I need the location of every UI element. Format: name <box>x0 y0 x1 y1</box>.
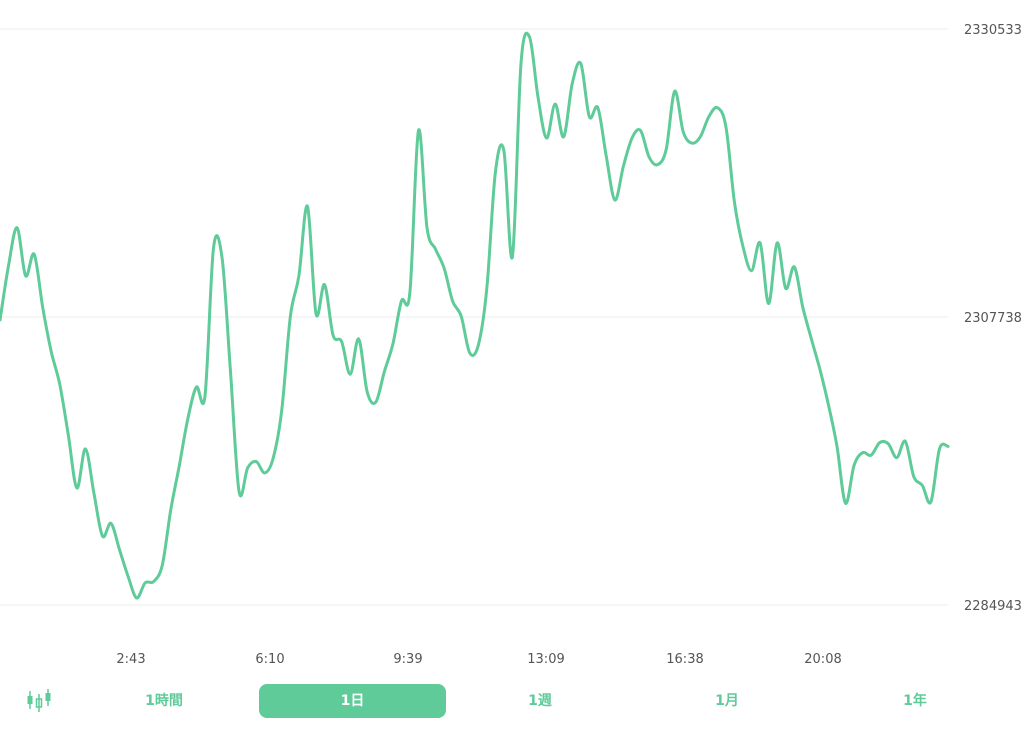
range-button-1-month[interactable]: 1月 <box>715 693 739 709</box>
candlestick-icon <box>27 689 51 712</box>
x-tick-label: 6:10 <box>255 652 284 667</box>
y-tick-label: 2330533 <box>964 23 1022 38</box>
x-tick-label: 9:39 <box>393 652 422 667</box>
x-tick-label: 20:08 <box>804 652 841 667</box>
range-button-1-year[interactable]: 1年 <box>903 693 927 709</box>
range-button-1-week[interactable]: 1週 <box>528 693 552 709</box>
x-tick-label: 2:43 <box>116 652 145 667</box>
range-selector: 1時間 1日 1週 1月 1年 <box>0 676 1024 726</box>
x-tick-label: 16:38 <box>666 652 703 667</box>
range-button-1-day[interactable]: 1日 <box>259 684 446 718</box>
y-axis: 2330533 2307738 2284943 <box>964 23 1022 614</box>
y-tick-label: 2284943 <box>964 599 1022 614</box>
x-tick-label: 13:09 <box>527 652 564 667</box>
candlestick-toggle-button[interactable] <box>24 688 54 714</box>
y-tick-label: 2307738 <box>964 311 1022 326</box>
x-axis: 2:43 6:10 9:39 13:09 16:38 20:08 <box>116 652 841 667</box>
price-chart[interactable]: 2330533 2307738 2284943 2:43 6:10 9:39 13:09 1… <box>0 0 1024 676</box>
range-button-1-hour[interactable]: 1時間 <box>145 693 183 709</box>
chart-grid <box>0 28 948 606</box>
price-series-line <box>0 31 950 600</box>
chart-plot-area <box>0 31 950 600</box>
